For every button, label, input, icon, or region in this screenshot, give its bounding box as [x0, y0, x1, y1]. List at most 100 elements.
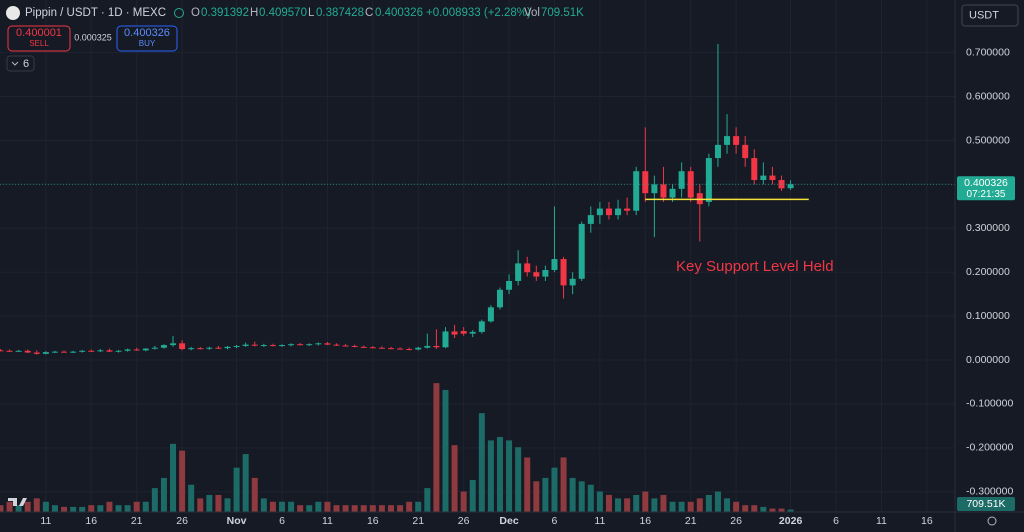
volume-bar: [79, 506, 86, 512]
volume-bar: [742, 505, 749, 512]
volume-tag: [957, 497, 1015, 511]
change-value: +0.008933 (+2.28%): [426, 7, 531, 19]
high-value: 0.409570: [259, 7, 307, 19]
volume-bar: [188, 484, 195, 512]
volume-bar: [160, 477, 167, 512]
volume-bar: [487, 440, 494, 512]
volume-bar: [351, 505, 358, 512]
vol-label: Vol: [524, 7, 540, 19]
indicators-toggle[interactable]: [6, 55, 35, 72]
candle-body: [551, 259, 558, 271]
volume-bar: [415, 501, 422, 512]
open-value: 0.391392: [201, 7, 249, 19]
x-tick-label: 16: [639, 515, 651, 527]
candle-body: [342, 345, 349, 347]
volume-bar: [424, 488, 431, 512]
candle-body: [51, 351, 58, 353]
open-label: O: [191, 7, 200, 19]
symbol-title: Pippin / USDT · 1D · MEXC: [25, 7, 166, 19]
volume-bar: [315, 501, 322, 512]
volume-bar: [569, 477, 576, 512]
x-tick-label: 26: [176, 515, 188, 527]
volume-bar: [669, 501, 676, 512]
close-value: 0.400326: [375, 7, 423, 19]
candle-body: [288, 344, 295, 346]
volume-bar: [778, 508, 785, 512]
buy-label: BUY: [139, 39, 156, 48]
close-label: C: [365, 7, 373, 19]
y-tick-label: 0.700000: [966, 46, 1010, 58]
candle-body: [615, 208, 622, 216]
candle-body: [360, 346, 367, 348]
vol-value: 709.51K: [541, 7, 584, 19]
x-tick-label: 26: [730, 515, 742, 527]
volume-bar: [42, 501, 49, 512]
volume-bar: [442, 389, 449, 512]
volume-bar: [596, 491, 603, 512]
volume-tag-label: 709.51K: [966, 498, 1005, 510]
candle-body: [269, 345, 276, 347]
candle-body: [478, 321, 485, 332]
candle-body: [224, 346, 231, 349]
candle-body: [678, 171, 685, 189]
sell-button[interactable]: [7, 25, 71, 52]
candle-body: [424, 345, 431, 348]
volume-bar: [297, 505, 304, 512]
volume-bar: [269, 501, 276, 512]
volume-bar: [605, 494, 612, 512]
volume-bar: [0, 505, 4, 512]
volume-bar: [633, 494, 640, 512]
sell-label: SELL: [29, 39, 49, 48]
x-tick-label: 6: [552, 515, 558, 527]
candle-body: [397, 348, 404, 350]
candle-body: [705, 158, 712, 202]
candle-body: [133, 349, 140, 351]
x-tick-label: 21: [412, 515, 424, 527]
candle-body: [351, 345, 358, 347]
y-tick-label: 0.600000: [966, 90, 1010, 102]
candle-body: [279, 345, 286, 347]
volume-bar: [224, 498, 231, 512]
candle-body: [669, 188, 676, 198]
x-tick-label: 21: [685, 515, 697, 527]
candle-body: [760, 175, 767, 181]
x-tick-label: 11: [876, 515, 887, 527]
volume-bar: [578, 481, 585, 512]
high-label: H: [250, 7, 258, 19]
candle-body: [569, 278, 576, 286]
volume-bar: [760, 506, 767, 512]
candle-body: [387, 348, 394, 350]
spread: 0.000325: [74, 32, 112, 42]
x-tick-label: 21: [131, 515, 143, 527]
x-tick-label: 16: [921, 515, 933, 527]
candle-body: [533, 272, 540, 277]
y-tick-label: 0.200000: [966, 266, 1010, 278]
price-tag-label: 0.400326: [964, 177, 1008, 189]
visibility-icon[interactable]: [174, 8, 184, 18]
buy-button[interactable]: [116, 25, 178, 52]
volume-bar: [233, 467, 240, 512]
countdown-label: 07:21:35: [967, 189, 1006, 200]
volume-bar: [342, 505, 349, 512]
candle-body: [724, 136, 731, 145]
candle-body: [179, 343, 186, 350]
volume-bar: [115, 505, 122, 512]
x-tick-label: 11: [40, 515, 51, 527]
volume-bar: [533, 481, 540, 512]
candle-body: [369, 347, 376, 349]
y-tick-label: -0.200000: [966, 442, 1013, 454]
symbol-icon: [6, 6, 20, 20]
x-tick-label: 16: [85, 515, 97, 527]
volume-bar: [360, 505, 367, 512]
candle-body: [578, 223, 585, 279]
currency-dropdown[interactable]: [961, 4, 1019, 27]
settings-icon[interactable]: [987, 516, 997, 526]
volume-bar: [496, 437, 503, 512]
volume-bar: [324, 501, 331, 512]
volume-bar: [433, 383, 440, 512]
candle-body: [242, 344, 249, 346]
candle-body: [6, 350, 13, 352]
candle-body: [170, 343, 177, 346]
volume-bar: [142, 501, 149, 512]
volume-bar: [197, 498, 204, 512]
